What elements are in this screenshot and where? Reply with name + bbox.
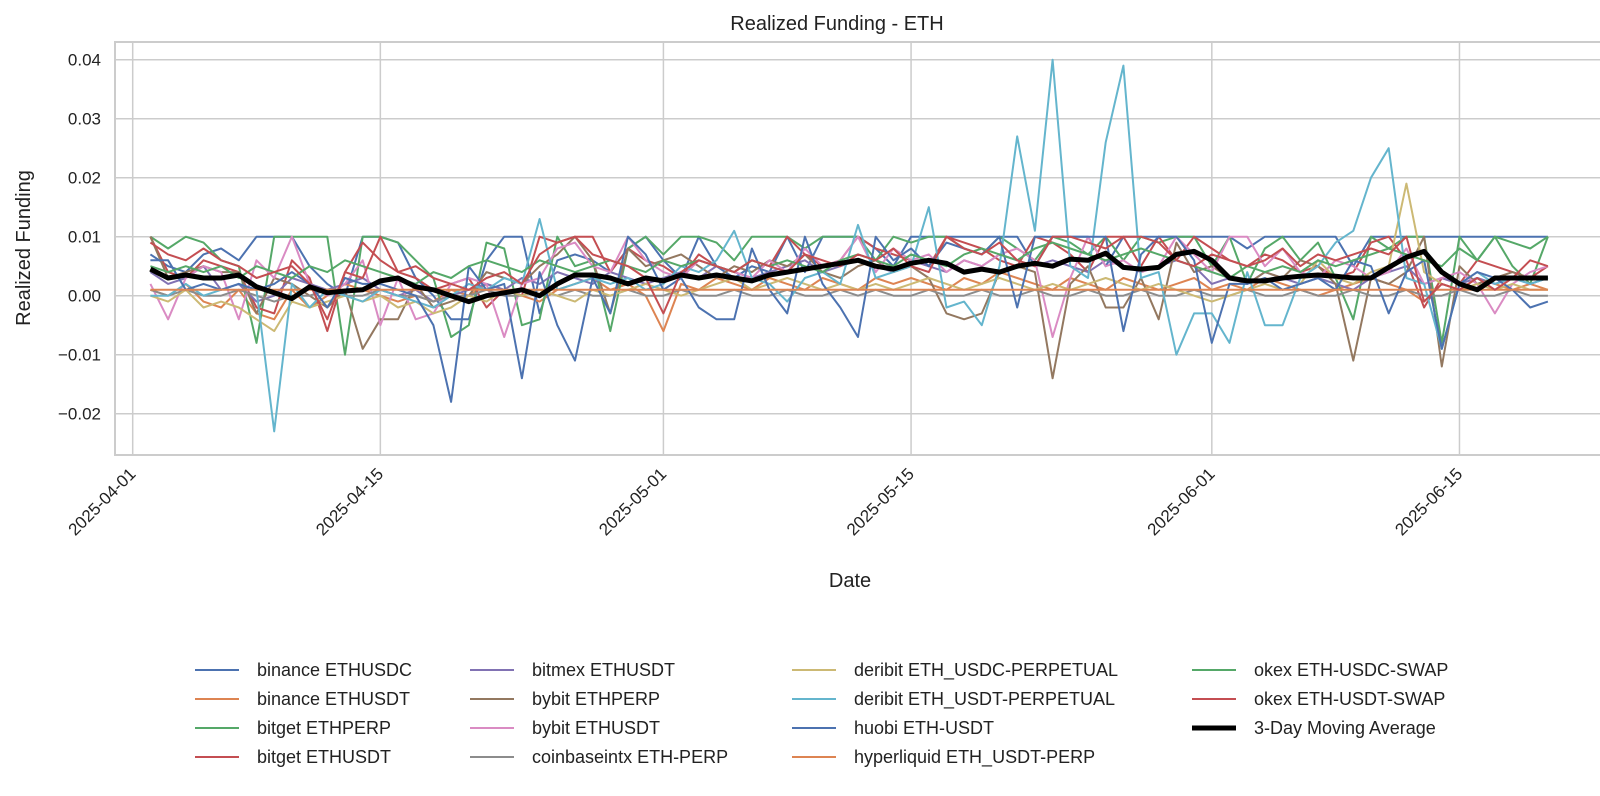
y-tick-label: −0.02	[58, 405, 101, 424]
legend-item: huobi ETH-USDT	[792, 718, 994, 738]
grid	[115, 42, 1600, 455]
x-tick-label: 2025-06-01	[1144, 464, 1219, 539]
legend-item: bitget ETHUSDT	[195, 747, 391, 767]
legend-label: bitget ETHPERP	[257, 718, 391, 738]
series-line-2	[149, 235, 1549, 356]
legend-label: huobi ETH-USDT	[854, 718, 994, 738]
legend-item: hyperliquid ETH_USDT-PERP	[792, 747, 1095, 768]
legend-label: coinbaseintx ETH-PERP	[532, 747, 728, 767]
x-tick-label: 2025-04-01	[65, 464, 140, 539]
legend-label: okex ETH-USDT-SWAP	[1254, 689, 1445, 709]
y-tick-label: 0.03	[68, 110, 101, 129]
legend-label: hyperliquid ETH_USDT-PERP	[854, 747, 1095, 768]
legend-item: coinbaseintx ETH-PERP	[470, 747, 728, 767]
legend-item: bitget ETHPERP	[195, 718, 391, 738]
legend: binance ETHUSDC binance ETHUSDT bitget ETH…	[195, 660, 1448, 768]
y-tick-label: 0.00	[68, 287, 101, 306]
y-tick-label: −0.01	[58, 346, 101, 365]
legend-label: okex ETH-USDC-SWAP	[1254, 660, 1448, 680]
legend-label: bitmex ETHUSDT	[532, 660, 675, 680]
legend-item: bybit ETHPERP	[470, 689, 660, 709]
legend-label: deribit ETH_USDC-PERPETUAL	[854, 660, 1118, 681]
x-tick-label: 2025-05-01	[595, 464, 670, 539]
legend-item: binance ETHUSDT	[195, 689, 410, 709]
legend-label: bybit ETHUSDT	[532, 718, 660, 738]
legend-item: 3-Day Moving Average	[1192, 718, 1436, 738]
x-tick-label: 2025-06-15	[1391, 464, 1466, 539]
legend-label: 3-Day Moving Average	[1254, 718, 1436, 738]
x-axis-label: Date	[829, 570, 871, 592]
y-axis-label: Realized Funding	[13, 170, 35, 326]
legend-label: binance ETHUSDC	[257, 660, 412, 680]
legend-item: deribit ETH_USDC-PERPETUAL	[792, 660, 1118, 681]
plot-frame	[114, 41, 1600, 456]
legend-label: bitget ETHUSDT	[257, 747, 391, 767]
y-tick-label: 0.02	[68, 169, 101, 188]
series-line-12	[150, 235, 1549, 285]
x-tick-label: 2025-04-15	[312, 464, 387, 539]
series-line-8	[150, 182, 1548, 333]
y-axis-ticks: −0.02 −0.01 0.00 0.01 0.02 0.03 0.04	[58, 51, 101, 424]
chart-title: Realized Funding - ETH	[730, 13, 943, 35]
legend-item: bitmex ETHUSDT	[470, 660, 675, 680]
x-axis-ticks: 2025-04-01 2025-04-15 2025-05-01 2025-05-15…	[65, 464, 1467, 539]
legend-item: bybit ETHUSDT	[470, 718, 660, 738]
legend-label: deribit ETH_USDT-PERPETUAL	[854, 689, 1115, 710]
x-tick-label: 2025-05-15	[843, 464, 918, 539]
series-line-10	[150, 235, 1549, 403]
plot-area	[149, 58, 1549, 433]
legend-label: binance ETHUSDT	[257, 689, 410, 709]
legend-label: bybit ETHPERP	[532, 689, 660, 709]
y-tick-label: 0.04	[68, 51, 101, 70]
series-line-14	[149, 248, 1548, 305]
legend-item: binance ETHUSDC	[195, 660, 412, 680]
legend-item: okex ETH-USDC-SWAP	[1192, 660, 1448, 680]
legend-item: okex ETH-USDT-SWAP	[1192, 689, 1445, 709]
y-tick-label: 0.01	[68, 228, 101, 247]
legend-item: deribit ETH_USDT-PERPETUAL	[792, 689, 1115, 710]
